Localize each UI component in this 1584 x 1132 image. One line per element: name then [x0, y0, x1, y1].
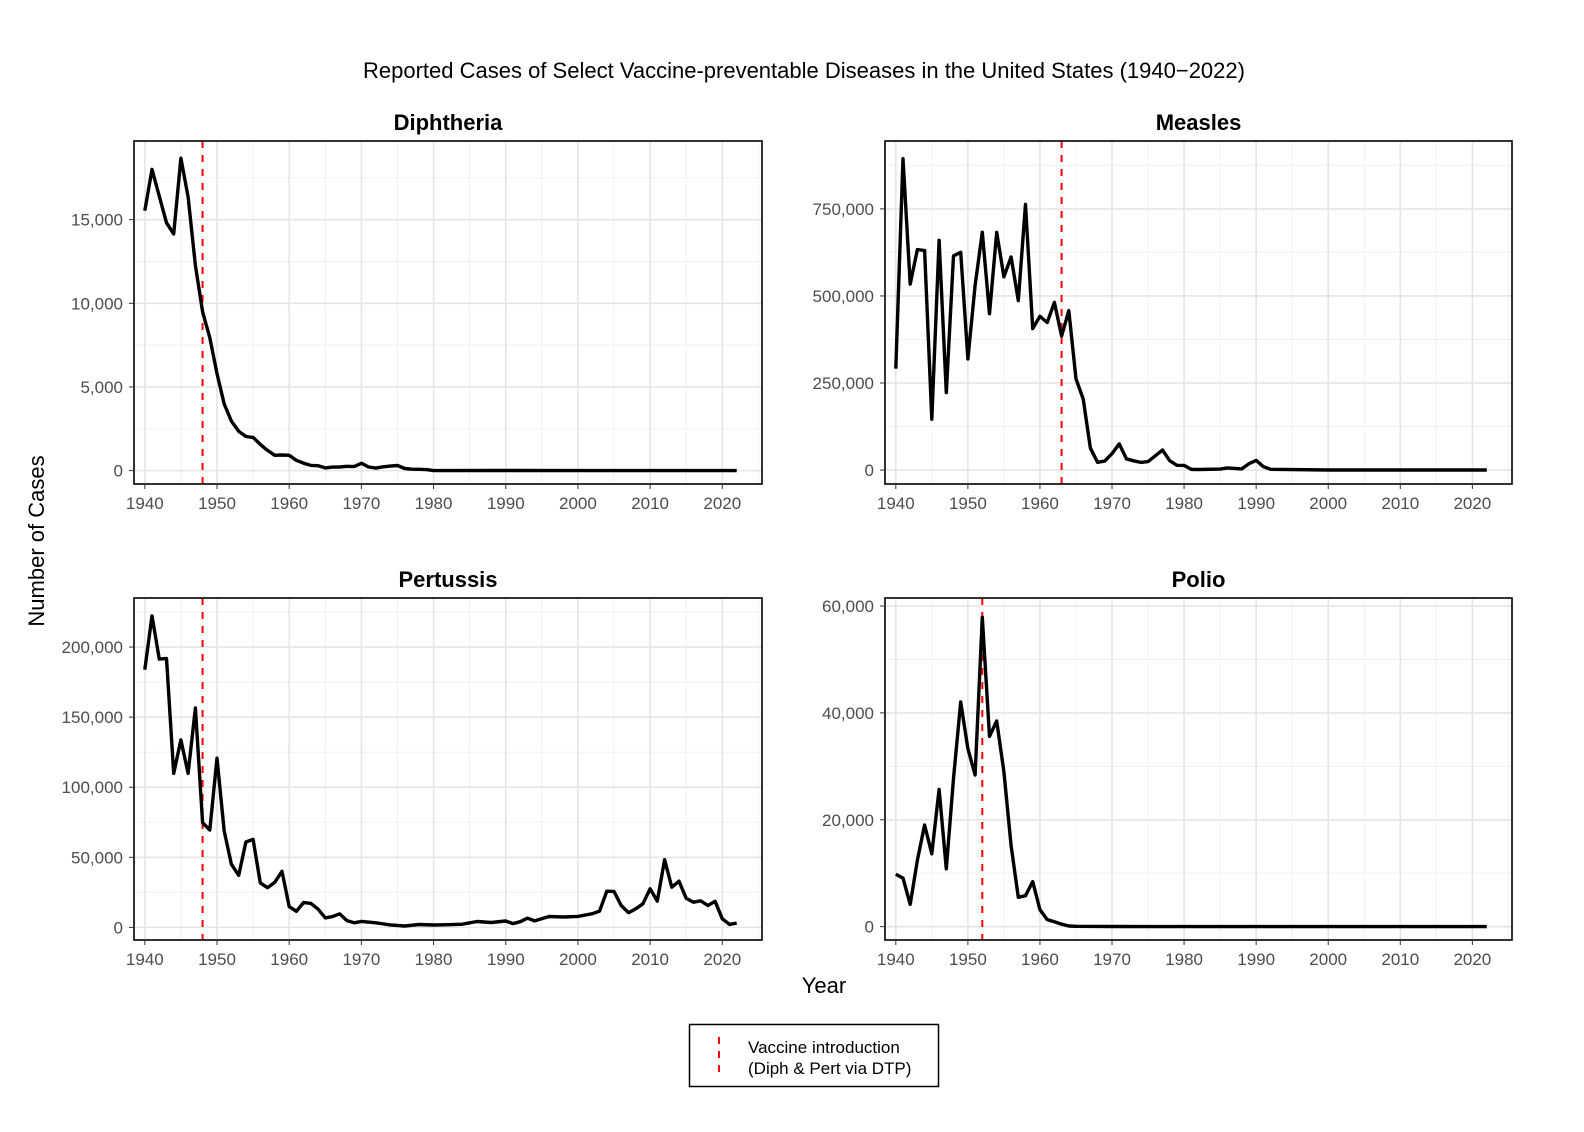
y-tick-label: 0	[114, 462, 123, 481]
panel-polio: Polio 1940 1950 1960 1970 1980 1990 2000 2010 202…	[822, 567, 1513, 969]
x-tick-label: 1960	[1021, 950, 1059, 969]
facet-panels: Diphtheria 1940 1950 1960 1970 1980 1990 2000 20…	[62, 110, 1513, 969]
x-tick-label: 1940	[877, 494, 915, 513]
x-tick-label: 2010	[1381, 494, 1419, 513]
x-tick-label: 2020	[1453, 950, 1491, 969]
x-tick-label: 2010	[631, 494, 669, 513]
y-tick-label: 200,000	[62, 638, 123, 657]
panel-diphtheria: Diphtheria 1940 1950 1960 1970 1980 1990 2000 20…	[71, 110, 763, 513]
y-tick-label: 5,000	[80, 378, 123, 397]
legend-label-line2: (Diph & Pert via DTP)	[748, 1059, 911, 1078]
x-tick-label: 1990	[487, 950, 525, 969]
x-tick-label: 1940	[126, 494, 164, 513]
x-tick-label: 2010	[631, 950, 669, 969]
panel-border	[133, 597, 763, 941]
panel-border	[884, 597, 1513, 941]
x-tick-label: 1960	[1021, 494, 1059, 513]
x-tick-label: 1960	[270, 950, 308, 969]
x-tick-label: 1940	[877, 950, 915, 969]
x-tick-label: 1970	[342, 950, 380, 969]
y-tick-label: 40,000	[822, 704, 874, 723]
series-line-pertussis	[143, 614, 738, 928]
y-tick-label: 100,000	[62, 778, 123, 797]
series-line-diphtheria	[143, 156, 737, 473]
panel-title-diphtheria: Diphtheria	[394, 110, 504, 135]
x-tick-label: 2000	[559, 494, 597, 513]
y-axis-label: Number of Cases	[24, 455, 49, 626]
x-tick-label: 1940	[126, 950, 164, 969]
x-tick-label: 2010	[1381, 950, 1419, 969]
x-tick-label: 1950	[198, 494, 236, 513]
x-tick-label: 1950	[949, 494, 987, 513]
chart-title: Reported Cases of Select Vaccine-prevent…	[363, 58, 1245, 83]
x-tick-label: 1980	[1165, 950, 1203, 969]
x-tick-label: 2000	[1309, 494, 1347, 513]
x-tick-label: 1980	[1165, 494, 1203, 513]
y-tick-label: 50,000	[71, 848, 123, 867]
y-tick-label: 0	[114, 918, 123, 937]
y-tick-label: 750,000	[813, 200, 874, 219]
y-tick-label: 150,000	[62, 708, 123, 727]
y-tick-label: 60,000	[822, 597, 874, 616]
y-tick-label: 0	[865, 461, 874, 480]
legend: Vaccine introduction (Diph & Pert via DT…	[688, 1023, 940, 1088]
y-tick-label: 20,000	[822, 811, 874, 830]
x-tick-label: 2000	[559, 950, 597, 969]
x-tick-label: 1980	[415, 494, 453, 513]
x-tick-label: 1970	[1093, 494, 1131, 513]
x-tick-label: 2020	[1453, 494, 1491, 513]
series-line-polio	[895, 615, 1487, 929]
x-tick-label: 2000	[1309, 950, 1347, 969]
panel-title-measles: Measles	[1156, 110, 1242, 135]
legend-box	[688, 1023, 940, 1088]
x-axis-label: Year	[802, 973, 846, 998]
x-tick-label: 1990	[1237, 950, 1275, 969]
x-tick-label: 1950	[949, 950, 987, 969]
y-tick-label: 0	[865, 918, 874, 937]
x-tick-label: 1990	[487, 494, 525, 513]
panel-title-pertussis: Pertussis	[398, 567, 497, 592]
x-tick-label: 1990	[1237, 494, 1275, 513]
panel-border	[884, 140, 1513, 485]
series-line-measles	[894, 156, 1487, 472]
panel-title-polio: Polio	[1172, 567, 1226, 592]
panel-border	[133, 140, 763, 485]
x-tick-label: 1970	[342, 494, 380, 513]
y-tick-label: 15,000	[71, 211, 123, 230]
x-tick-label: 2020	[703, 950, 741, 969]
panel-pertussis: Pertussis 1940 1950 1960 1970 1980 1990 2000 201…	[62, 567, 763, 969]
y-tick-label: 250,000	[813, 374, 874, 393]
y-tick-label: 10,000	[71, 294, 123, 313]
x-tick-label: 1950	[198, 950, 236, 969]
x-tick-label: 2020	[703, 494, 741, 513]
x-tick-label: 1970	[1093, 950, 1131, 969]
y-tick-label: 500,000	[813, 287, 874, 306]
x-tick-label: 1960	[270, 494, 308, 513]
legend-label-line1: Vaccine introduction	[748, 1038, 900, 1057]
panel-measles: Measles 1940 1950 1960 1970 1980 1990 2000 2010 2…	[813, 110, 1513, 513]
x-tick-label: 1980	[415, 950, 453, 969]
